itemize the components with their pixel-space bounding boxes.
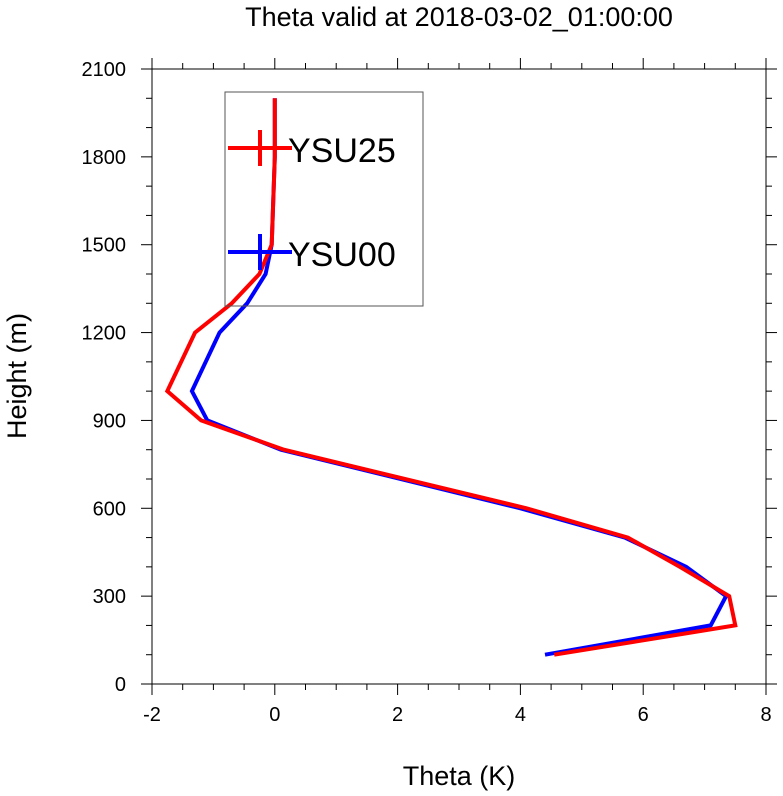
axis-ticks — [141, 58, 777, 695]
chart-title: Theta valid at 2018-03-02_01:00:00 — [245, 2, 673, 32]
y-tick-label: 0 — [115, 674, 126, 696]
series-line-ysu25 — [164, 98, 738, 657]
x-tick-label: 2 — [392, 704, 403, 726]
y-tick-label: 300 — [93, 586, 126, 608]
y-tick-label: 1200 — [82, 323, 127, 345]
legend: YSU25 YSU00 — [224, 91, 424, 307]
legend-label-ysu00: YSU00 — [288, 236, 396, 274]
x-tick-label: 6 — [638, 704, 649, 726]
x-tick-label: 8 — [760, 704, 771, 726]
y-axis-label: Height (m) — [2, 313, 32, 439]
y-tick-label: 1800 — [82, 147, 127, 169]
series-layer — [164, 98, 738, 657]
x-axis-label: Theta (K) — [403, 761, 516, 791]
plot-frame — [151, 68, 767, 685]
x-tick-label: 0 — [269, 704, 280, 726]
x-tick-label: 4 — [515, 704, 526, 726]
y-tick-label: 900 — [93, 410, 126, 432]
x-tick-label: -2 — [143, 704, 161, 726]
y-tick-label: 2100 — [82, 59, 127, 81]
tick-labels: -2 0 2 4 6 8 0 300 600 900 1200 1500 1800 2100 — [82, 59, 772, 726]
y-tick-label: 1500 — [82, 235, 127, 257]
legend-label-ysu25: YSU25 — [288, 132, 396, 170]
legend-box — [224, 91, 424, 307]
y-tick-label: 600 — [93, 498, 126, 520]
